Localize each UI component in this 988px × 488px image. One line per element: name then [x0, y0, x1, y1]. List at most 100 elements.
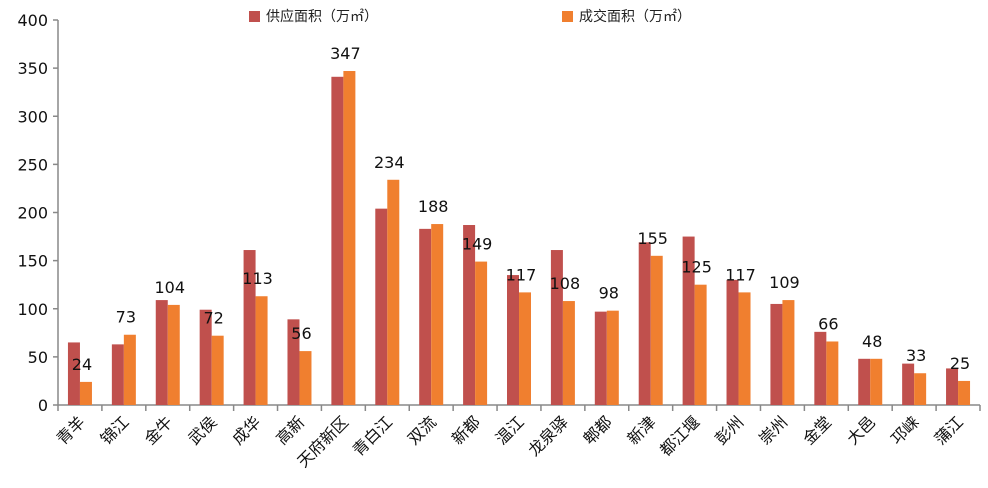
bar-supply	[814, 331, 827, 405]
y-tick-label: 150	[17, 252, 48, 271]
y-tick-label: 50	[28, 348, 48, 367]
x-tick-label: 青羊	[53, 412, 89, 448]
x-tick-label: 金堂	[799, 412, 835, 448]
bar-deal	[299, 351, 312, 405]
y-tick-label: 200	[17, 204, 48, 223]
bar-deal	[562, 301, 575, 405]
x-tick-label: 龙泉驿	[524, 412, 571, 459]
data-label: 108	[550, 274, 581, 293]
data-label: 56	[291, 324, 311, 343]
data-label: 117	[506, 265, 537, 284]
bar-supply	[419, 228, 432, 405]
legend-item-deal: 成交面积（万㎡）	[562, 6, 691, 26]
x-tick-label: 高新	[272, 412, 308, 448]
bar-deal	[387, 179, 400, 405]
bar-supply	[287, 319, 300, 405]
bar-deal	[79, 381, 92, 405]
legend-swatch-deal	[562, 10, 573, 22]
bar-supply	[902, 363, 915, 405]
bar-supply	[946, 368, 959, 405]
bar-supply	[243, 250, 256, 405]
bar-deal	[782, 300, 795, 405]
bar-deal	[519, 292, 531, 405]
bar-supply	[463, 225, 476, 405]
y-tick-label: 250	[17, 155, 48, 174]
bar-deal	[738, 292, 751, 405]
bar-supply	[550, 250, 563, 405]
x-tick-label: 都江堰	[656, 412, 703, 459]
x-tick-label: 双流	[404, 412, 440, 448]
x-tick-label: 邛崃	[887, 412, 923, 448]
bar-deal	[211, 335, 224, 405]
bar-deal	[343, 71, 356, 405]
x-tick-label: 郫都	[580, 412, 616, 448]
bar-deal	[914, 373, 927, 405]
bar-supply	[507, 275, 519, 405]
x-tick-label: 武侯	[184, 412, 220, 448]
bar-supply	[770, 303, 783, 405]
data-label: 48	[862, 332, 882, 351]
y-tick-label: 0	[38, 396, 48, 415]
data-label: 347	[330, 44, 361, 63]
data-label: 104	[154, 278, 185, 297]
bar-deal	[475, 261, 488, 405]
bar-deal	[826, 341, 839, 405]
data-label: 98	[599, 284, 619, 303]
bar-deal	[694, 284, 707, 405]
data-label: 109	[769, 273, 800, 292]
x-tick-label: 蒲江	[931, 412, 967, 448]
x-tick-label: 大邑	[843, 412, 879, 448]
legend-item-supply: 供应面积（万㎡）	[249, 6, 378, 26]
data-label: 234	[374, 153, 405, 172]
data-label: 149	[462, 235, 493, 254]
bar-supply	[638, 242, 651, 405]
data-label: 25	[950, 354, 970, 373]
data-label: 188	[418, 197, 449, 216]
bar-supply	[594, 311, 607, 405]
bar-deal	[870, 358, 883, 405]
x-tick-label: 彭州	[711, 412, 747, 448]
bar-supply	[858, 358, 871, 405]
legend-label-supply: 供应面积（万㎡）	[266, 9, 378, 25]
bar-supply	[682, 236, 695, 405]
data-label: 113	[242, 269, 273, 288]
x-tick-label: 温江	[492, 412, 528, 448]
bar-supply	[111, 344, 124, 405]
bar-deal	[255, 296, 268, 405]
bar-supply	[67, 342, 80, 405]
x-tick-label: 成华	[228, 412, 264, 448]
bar-deal	[650, 255, 663, 405]
y-tick-label: 350	[17, 59, 48, 78]
bar-supply	[199, 309, 212, 405]
legend-label-deal: 成交面积（万㎡）	[579, 9, 691, 25]
data-label: 66	[818, 314, 838, 333]
x-tick-label: 新津	[623, 412, 659, 448]
x-tick-label: 青白江	[349, 412, 396, 459]
bar-supply	[375, 208, 388, 405]
bar-deal	[958, 380, 971, 405]
bar-deal	[123, 334, 136, 405]
bar-supply	[726, 279, 739, 405]
bar-supply	[331, 76, 344, 405]
data-label: 24	[72, 355, 92, 374]
bar-supply	[155, 300, 168, 405]
bar-deal	[606, 310, 619, 405]
data-label: 73	[116, 308, 136, 327]
x-tick-label: 新都	[448, 412, 484, 448]
y-tick-label: 300	[17, 107, 48, 126]
y-tick-label: 100	[17, 300, 48, 319]
data-label: 117	[725, 265, 756, 284]
x-tick-label: 崇州	[755, 412, 791, 448]
data-label: 125	[681, 258, 712, 277]
legend-swatch-supply	[249, 10, 260, 22]
x-tick-label: 锦江	[97, 412, 133, 448]
data-label: 72	[203, 309, 223, 328]
bar-deal	[431, 224, 444, 405]
data-label: 155	[637, 229, 668, 248]
y-tick-label: 400	[17, 11, 48, 30]
x-tick-label: 金牛	[141, 412, 177, 448]
bar-deal	[167, 304, 180, 405]
data-label: 33	[906, 346, 926, 365]
